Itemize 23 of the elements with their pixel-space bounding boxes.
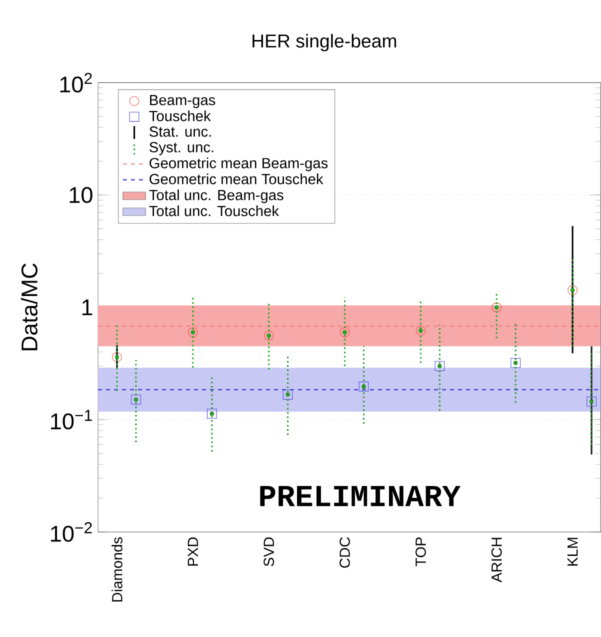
- x-tick-label: ARICH: [491, 538, 502, 582]
- x-tick-label: PXD: [188, 537, 198, 566]
- legend-label: Beam-gas: [150, 95, 216, 108]
- x-tick-label: TOP: [416, 537, 426, 566]
- x-tick-label: CDC: [340, 537, 350, 568]
- chart-title: HER single-beam: [252, 34, 396, 52]
- y-tick-label: 10$^{−2}$: [51, 522, 92, 542]
- x-tick-label: SVD: [264, 537, 274, 566]
- legend-label: Total unc. Beam-gas: [149, 189, 284, 204]
- annotation: PRELIMINARY: [260, 486, 460, 506]
- y-tick-label: 1: [82, 300, 92, 316]
- legend-label: Geometric mean Beam-gas: [150, 158, 328, 172]
- y-tick-label: 10$^{2}$: [60, 72, 92, 93]
- y-tick-label: 10: [70, 186, 92, 204]
- legend-label: Geometric mean Touschek: [150, 174, 324, 184]
- legend-label: Stat. unc.: [150, 126, 211, 137]
- y-axis-title: Data/MC: [20, 263, 38, 350]
- legend-label: Syst. unc.: [150, 142, 214, 156]
- x-tick-label: Diamonds: [112, 537, 122, 602]
- legend-label: Touschek: [149, 110, 211, 122]
- y-tick-label: 10$^{−1}$: [51, 410, 92, 430]
- x-tick-label: KLM: [568, 538, 578, 566]
- legend-label: Total unc. Touschek: [149, 205, 280, 216]
